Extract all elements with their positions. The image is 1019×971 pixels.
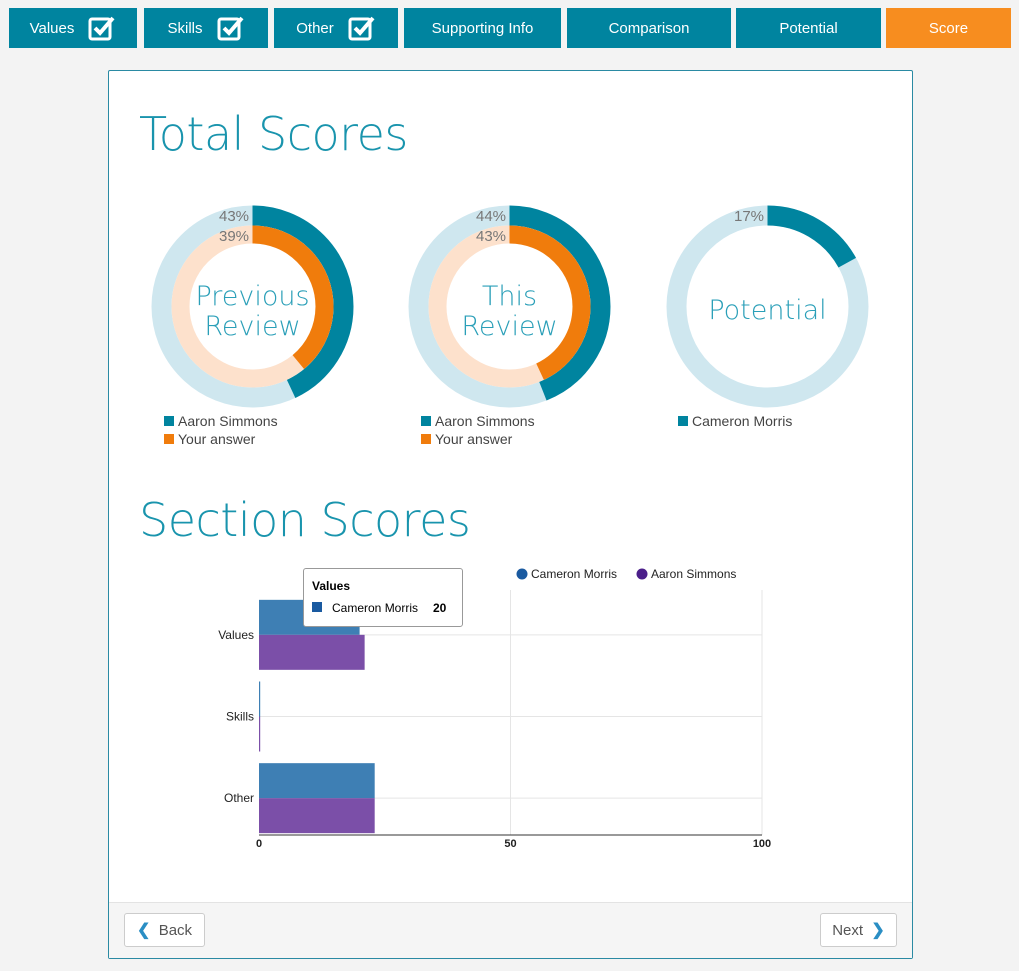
bar [259,681,261,717]
legend-item: Cameron Morris [678,412,792,430]
previous-review-label: Previous Review [181,282,324,342]
tick-label: 100 [753,838,771,850]
chart-legend: Cameron Morris Aaron Simmons [516,567,736,581]
tab-values[interactable]: Values [9,8,137,48]
tooltip-title: Values [312,579,351,593]
label-line: Previous [195,281,310,312]
legend-item: Aaron Simmons [421,412,535,430]
tooltip-series: Cameron Morris [332,601,419,615]
legend-label: Aaron Simmons [178,413,278,429]
tab-skills[interactable]: Skills [144,8,268,48]
tooltip-value: 20 [433,601,447,615]
tab-other[interactable]: Other [274,8,398,48]
legend-marker [516,568,528,580]
this-outer-pct: 44% [476,208,507,225]
tab-label: Potential [779,19,838,37]
category-label: Skills [226,710,254,724]
chevron-left-icon: ❮ [136,922,151,939]
this-inner-pct: 43% [476,228,507,245]
bar [259,763,375,799]
category-label: Values [218,628,254,642]
legend-swatch [421,416,431,426]
bar [259,634,365,670]
this-review-legend: Aaron Simmons Your answer [421,412,535,448]
legend-item: Aaron Simmons [164,412,278,430]
tab-label: Values [29,19,75,37]
tab-label: Skills [167,19,203,37]
tab-potential[interactable]: Potential [736,8,881,48]
legend-swatch [164,434,174,444]
checkbox-checked-icon [348,16,375,41]
back-button[interactable]: ❮ Back [124,913,205,947]
legend-label: Aaron Simmons [435,413,535,429]
bar [259,716,261,752]
legend-swatch [421,434,431,444]
tick-label: 0 [256,838,262,850]
this-review-label: This Review [438,282,581,342]
legend-swatch [164,416,174,426]
legend-label: Aaron Simmons [651,567,736,581]
inner-ring-value [428,225,591,388]
previous-inner-pct: 39% [219,228,250,245]
next-button[interactable]: Next ❯ [820,913,897,947]
chart-axis: 0 50 100 Values Skills Other [218,628,771,850]
category-label: Other [224,791,254,805]
outer-ring-value [408,205,611,408]
tooltip-swatch [312,602,322,612]
legend-label: Your answer [178,431,256,447]
inner-ring-value [171,225,334,388]
potential-legend: Cameron Morris [678,412,792,430]
legend-swatch [678,416,688,426]
legend-label: Cameron Morris [531,567,617,581]
tick-label: 50 [504,838,516,850]
legend-marker [636,568,648,580]
tab-comparison[interactable]: Comparison [567,8,731,48]
outer-ring-value [151,205,354,408]
wizard-tabs: Values Skills Other Supporting Info Comp… [9,8,1011,48]
legend-item: Your answer [421,430,535,448]
checkbox-checked-icon [217,16,244,41]
legend-label: Cameron Morris [692,413,793,429]
chevron-right-icon: ❯ [871,922,885,939]
label-line: Review [461,311,558,342]
tab-label: Comparison [608,19,690,37]
potential-pct: 17% [734,208,765,225]
label-line: This [481,281,538,312]
checkbox-checked-icon [88,16,115,41]
score-card: Total Scores 43% 39% Previous Review Aar… [108,70,913,959]
previous-outer-pct: 43% [219,208,250,225]
previous-review-legend: Aaron Simmons Your answer [164,412,278,448]
potential-donut [666,205,869,408]
this-review-donut [408,205,611,408]
potential-label: Potential [708,295,827,326]
total-scores-title: Total Scores [139,107,408,161]
chart-tooltip: Values Cameron Morris 20 [303,568,463,627]
back-label: Back [158,921,193,939]
legend-label: Your answer [435,431,513,447]
bar [259,798,375,834]
tab-label: Supporting Info [431,19,534,37]
tab-supporting-info[interactable]: Supporting Info [404,8,561,48]
tab-label: Score [928,19,969,37]
label-line: Review [204,311,301,342]
ring-value [666,205,869,408]
section-scores-title: Section Scores [139,493,471,547]
previous-review-donut [151,205,354,408]
next-label: Next [832,921,864,939]
wizard-footer: ❮ Back Next ❯ [109,902,912,958]
tab-label: Other [296,19,334,37]
legend-item: Your answer [164,430,278,448]
tab-score[interactable]: Score [886,8,1011,48]
section-scores-chart: 0 50 100 Values Skills Other Cameron Morris Aa… [218,567,771,850]
